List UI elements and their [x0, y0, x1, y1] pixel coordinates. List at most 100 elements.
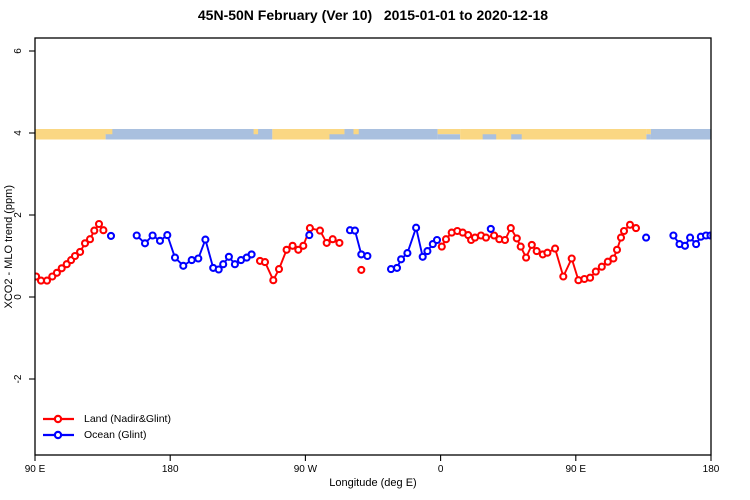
legend-ocean-marker-icon	[43, 430, 74, 440]
data-point	[170, 253, 180, 262]
x-tick-label: 180	[162, 464, 179, 475]
y-tick-label: 2	[13, 212, 24, 218]
data-point	[567, 254, 576, 263]
legend-item-label: Land (Nadir&Glint)	[84, 413, 171, 425]
legend-item-label: Ocean (Glint)	[84, 429, 147, 441]
data-point	[490, 231, 499, 240]
data-point	[631, 224, 641, 233]
data-point	[692, 240, 701, 249]
map-strip-segment-ocean	[646, 134, 651, 140]
data-point	[500, 235, 510, 245]
data-point	[522, 253, 531, 262]
data-point	[392, 263, 402, 272]
data-point	[603, 257, 612, 266]
data-point	[42, 276, 52, 285]
data-point	[616, 233, 626, 242]
data-point	[516, 242, 525, 251]
x-tick-label: 90 E	[566, 464, 587, 475]
data-point	[609, 254, 618, 263]
data-point	[155, 236, 165, 245]
data-point	[94, 219, 104, 229]
data-point	[642, 233, 651, 242]
data-point	[527, 240, 536, 249]
map-strip-segment-ocean	[650, 129, 711, 140]
ocean-series	[106, 223, 711, 274]
data-point	[328, 235, 337, 244]
x-tick-label: 90 E	[25, 464, 46, 475]
data-point	[269, 276, 278, 285]
data-point	[412, 223, 421, 232]
x-axis-label: Longitude (deg E)	[329, 477, 417, 489]
data-point	[260, 258, 270, 267]
data-point	[506, 224, 515, 233]
legend-item-land: Land (Nadir&Glint)	[42, 411, 171, 427]
data-point	[132, 231, 141, 240]
data-point	[52, 268, 61, 277]
map-strip-segment-land	[460, 129, 647, 140]
y-tick-label: 4	[13, 130, 24, 136]
map-strip	[35, 129, 711, 140]
data-point	[432, 235, 442, 245]
y-tick-label: -2	[13, 374, 24, 383]
plot-border	[34, 37, 712, 456]
data-point	[680, 241, 690, 250]
data-point	[305, 231, 314, 240]
data-point	[619, 226, 629, 236]
legend-item-ocean: Ocean (Glint)	[42, 427, 171, 443]
map-strip-segment-land	[646, 129, 651, 135]
data-point	[512, 234, 521, 243]
data-point	[99, 226, 108, 235]
data-point	[551, 244, 560, 253]
legend-land-marker-icon	[43, 414, 74, 424]
map-strip-segment-land	[105, 129, 113, 135]
series-layer	[35, 219, 711, 285]
x-tick-label: 0	[438, 464, 444, 475]
legend: Land (Nadir&Glint) Ocean (Glint)	[42, 411, 171, 443]
x-tick-label: 180	[703, 464, 720, 475]
data-point	[187, 256, 196, 265]
data-point	[219, 260, 228, 269]
data-point	[486, 224, 495, 233]
data-point	[315, 226, 325, 235]
data-point	[80, 239, 90, 248]
data-point	[148, 231, 157, 240]
data-point	[76, 247, 85, 256]
axes: 90 E 180 90 W 0 90 E 180 -2 0 2 4 6	[13, 48, 720, 475]
data-point	[543, 248, 552, 257]
x-tick-label: 90 W	[294, 464, 318, 475]
map-strip-segment-ocean	[482, 134, 497, 140]
data-point	[403, 249, 412, 258]
y-tick-label: 6	[13, 48, 24, 54]
data-point	[106, 231, 116, 240]
map-strip-segment-ocean	[344, 129, 438, 140]
data-point	[481, 233, 491, 242]
data-point	[686, 233, 695, 242]
data-point	[357, 265, 366, 274]
chart-title: 45N-50N February (Ver 10) 2015-01-01 to …	[197, 7, 549, 23]
data-point	[335, 238, 344, 247]
data-point	[559, 272, 568, 281]
series-line	[259, 226, 340, 283]
data-point	[612, 245, 622, 254]
data-point	[625, 220, 635, 229]
data-point	[247, 250, 256, 259]
data-point	[437, 242, 446, 251]
data-point	[70, 251, 80, 261]
data-point	[214, 265, 223, 274]
data-point	[288, 241, 297, 250]
data-point	[418, 252, 427, 261]
land-series	[35, 219, 641, 285]
data-point	[230, 260, 239, 269]
map-strip-segment-land	[353, 129, 359, 135]
map-strip-segment-land	[253, 129, 259, 135]
data-point	[294, 245, 303, 254]
data-point	[140, 239, 150, 248]
map-strip-segment-ocean	[511, 134, 522, 140]
map-strip-segment-ocean	[437, 134, 461, 140]
data-point	[441, 235, 451, 244]
data-point	[299, 241, 308, 250]
data-point	[586, 273, 595, 282]
map-strip-segment-land	[35, 129, 106, 140]
data-point	[305, 224, 314, 233]
